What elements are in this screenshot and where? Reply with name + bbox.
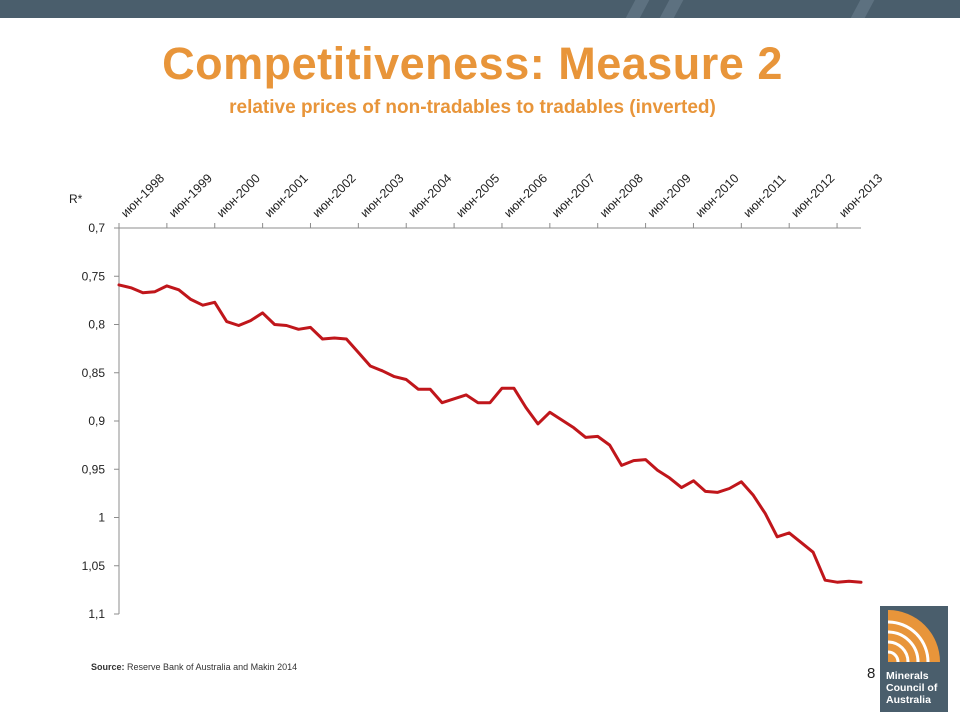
x-tick-label: июн-2010 bbox=[693, 171, 742, 220]
slide-title: Competitiveness: Measure 2 bbox=[162, 38, 783, 89]
x-tick-label: июн-1999 bbox=[166, 171, 215, 220]
x-tick-label: июн-2013 bbox=[836, 171, 885, 220]
source-note: Source: Reserve Bank of Australia and Ma… bbox=[91, 662, 297, 672]
y-tick-label: 0,9 bbox=[88, 414, 105, 428]
y-tick-label: 1,05 bbox=[82, 559, 106, 573]
y-tick-label: 0,85 bbox=[82, 366, 106, 380]
logo-line: Minerals bbox=[886, 670, 929, 682]
y-tick-label: 1,1 bbox=[88, 607, 105, 621]
y-tick-label: 0,95 bbox=[82, 462, 106, 476]
logo-line: Council of bbox=[886, 682, 938, 694]
series-line bbox=[117, 283, 863, 584]
x-tick-label: июн-1998 bbox=[118, 171, 167, 220]
source-label: Source: bbox=[91, 662, 125, 672]
x-tick-label: июн-2004 bbox=[405, 171, 454, 220]
x-tick-label: июн-2000 bbox=[214, 171, 263, 220]
x-tick-label: июн-2005 bbox=[453, 171, 502, 220]
y-tick-label: 0,75 bbox=[82, 269, 106, 283]
logo-line: Australia bbox=[886, 694, 931, 706]
x-tick-label: июн-2003 bbox=[358, 171, 407, 220]
slide-subtitle: relative prices of non-tradables to trad… bbox=[229, 97, 716, 118]
page-number: 8 bbox=[867, 665, 876, 682]
x-tick-label: июн-2012 bbox=[788, 171, 837, 220]
x-tick-label: июн-2008 bbox=[597, 171, 646, 220]
source-text: Reserve Bank of Australia and Makin 2014 bbox=[124, 662, 298, 672]
x-tick-label: июн-2007 bbox=[549, 171, 598, 220]
x-tick-label: июн-2006 bbox=[501, 171, 550, 220]
y-tick-label: 0,7 bbox=[88, 221, 105, 235]
logo-arcs-icon bbox=[887, 610, 940, 663]
y-tick-label: 1 bbox=[98, 511, 105, 525]
x-tick-label: июн-2001 bbox=[262, 171, 311, 220]
x-tick-label: июн-2009 bbox=[645, 171, 694, 220]
x-tick-label: июн-2011 bbox=[741, 172, 789, 220]
y-tick-label: 0,8 bbox=[88, 318, 105, 332]
logo-text: Minerals Council of Australia bbox=[886, 670, 946, 706]
y-axis-title: R* bbox=[69, 192, 83, 206]
minerals-council-logo: Minerals Council of Australia bbox=[880, 606, 948, 712]
x-tick-label: июн-2002 bbox=[310, 171, 359, 220]
top-banner bbox=[0, 0, 960, 18]
